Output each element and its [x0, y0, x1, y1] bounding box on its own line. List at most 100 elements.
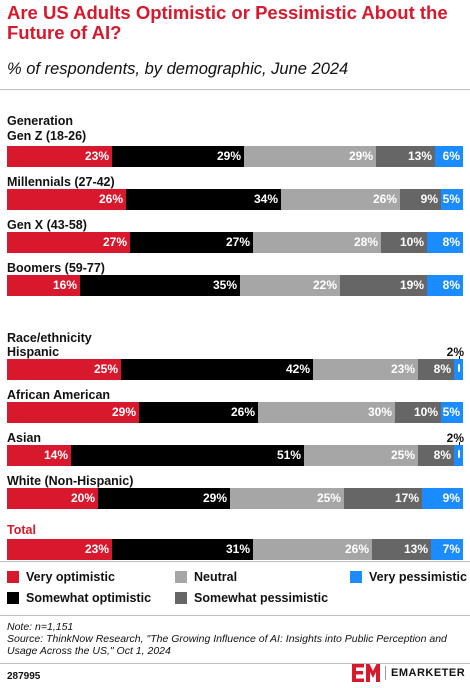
data-label: 34% — [253, 192, 278, 206]
bar-segment: 35% — [80, 275, 240, 296]
data-label: 20% — [70, 491, 95, 505]
bar-segment: 8% — [427, 275, 463, 296]
data-label: 9% — [420, 192, 438, 206]
legend-swatch — [175, 571, 187, 583]
bar-segment: 20% — [7, 488, 98, 509]
data-label: 51% — [276, 448, 301, 462]
brand-separator — [385, 666, 386, 680]
data-label: 27% — [102, 235, 127, 249]
bar-segment: 30% — [258, 402, 395, 423]
data-label: 29% — [202, 491, 227, 505]
stacked-bar: 25% 42% 23% 8% 2% — [7, 345, 464, 380]
bar-segment: 29% — [7, 402, 139, 423]
marker-dot — [457, 450, 460, 458]
stacked-bar: 27% 27% 28% 10% 8% — [7, 232, 463, 253]
bar-segment: 13% — [376, 146, 435, 167]
chart-subtitle: % of respondents, by demographic, June 2… — [7, 60, 349, 78]
data-label: 29% — [348, 149, 373, 163]
data-label: 5% — [442, 192, 460, 206]
source-note: Source: ThinkNow Research, "The Growing … — [7, 633, 447, 657]
legend-label: Neutral — [194, 570, 238, 584]
bar-segment: 10% — [381, 232, 427, 253]
data-label: 27% — [225, 235, 250, 249]
bar-segment: 26% — [253, 539, 372, 560]
bar-segment: 8% — [427, 232, 463, 253]
data-label: 23% — [390, 362, 415, 376]
data-label: 30% — [367, 405, 392, 419]
bar-segment: 2% — [447, 345, 464, 380]
data-label: 2% — [446, 431, 464, 445]
data-label: 5% — [442, 405, 460, 419]
legend-label: Somewhat pessimistic — [194, 591, 329, 605]
bar-segment: 29% — [98, 488, 230, 509]
data-label: 10% — [413, 405, 438, 419]
category-label: Boomers (59-77) — [7, 261, 105, 275]
label-leader-line — [458, 356, 460, 359]
bar-segment: 26% — [7, 189, 126, 210]
data-label: 26% — [98, 192, 123, 206]
data-label: 35% — [212, 278, 237, 292]
footer-divider — [0, 615, 470, 616]
bar-segment: 8% — [418, 445, 454, 466]
bar-segment: 26% — [139, 402, 258, 423]
bar-segment: 17% — [344, 488, 422, 509]
bar-segment: 23% — [7, 146, 112, 167]
data-label: 19% — [399, 278, 424, 292]
stacked-bar: 20% 29% 25% 17% 9% — [7, 488, 463, 509]
data-label: 17% — [394, 491, 419, 505]
footnote: Note: n=1,151 Source: ThinkNow Research,… — [7, 621, 457, 657]
bar-segment: 14% — [7, 445, 71, 466]
bar-segment: 34% — [126, 189, 281, 210]
legend-label: Very pessimistic — [369, 570, 467, 584]
data-label: 29% — [216, 149, 241, 163]
header-divider — [0, 89, 470, 90]
data-label: 13% — [407, 149, 432, 163]
bar-segment: 25% — [7, 359, 121, 380]
emarketer-logo-icon — [352, 664, 380, 682]
stacked-bar: 23% 31% 26% 13% 7% — [7, 539, 463, 560]
sample-note: Note: n=1,151 — [7, 621, 74, 633]
bar-segment: 5% — [441, 189, 463, 210]
bar-segment: 51% — [71, 445, 304, 466]
bar-segment: 23% — [7, 539, 112, 560]
bar-segment: 13% — [372, 539, 431, 560]
category-label: Total — [7, 523, 36, 537]
category-label: Gen Z (18-26) — [7, 129, 87, 143]
data-label: 23% — [84, 149, 109, 163]
data-label: 26% — [372, 192, 397, 206]
category-label: Gen X (43-58) — [7, 218, 87, 232]
bar-segment: 6% — [435, 146, 463, 167]
bar-segment: 23% — [313, 359, 418, 380]
data-label: 25% — [93, 362, 118, 376]
bar-segment: 8% — [418, 359, 454, 380]
data-label: 25% — [316, 491, 341, 505]
data-label: 8% — [433, 448, 451, 462]
data-label: 8% — [442, 235, 460, 249]
data-label: 14% — [43, 448, 68, 462]
data-label: 6% — [442, 149, 460, 163]
bar-segment: 29% — [244, 146, 376, 167]
data-label: 28% — [353, 235, 378, 249]
bar-segment: 10% — [395, 402, 441, 423]
data-label: 29% — [111, 405, 136, 419]
bar-segment: 19% — [340, 275, 427, 296]
data-label: 10% — [399, 235, 424, 249]
bar-segment: 9% — [400, 189, 441, 210]
data-label: 42% — [285, 362, 310, 376]
bar-segment: 5% — [441, 402, 463, 423]
legend-swatch — [350, 571, 362, 583]
data-label: 22% — [312, 278, 337, 292]
category-label: African American — [7, 388, 111, 402]
bar-segment: 22% — [240, 275, 340, 296]
group-label: Generation — [7, 114, 73, 128]
category-label: Hispanic — [7, 345, 60, 359]
data-label: 9% — [442, 491, 460, 505]
data-label: 16% — [52, 278, 77, 292]
bar-segment: 42% — [121, 359, 313, 380]
category-label: Millennials (27-42) — [7, 175, 115, 189]
legend-swatch — [175, 592, 187, 604]
group-label: Race/ethnicity — [7, 331, 92, 345]
bar-segment: 16% — [7, 275, 80, 296]
stacked-bar: 16% 35% 22% 19% 8% — [7, 275, 463, 296]
bar-segment: 26% — [281, 189, 400, 210]
